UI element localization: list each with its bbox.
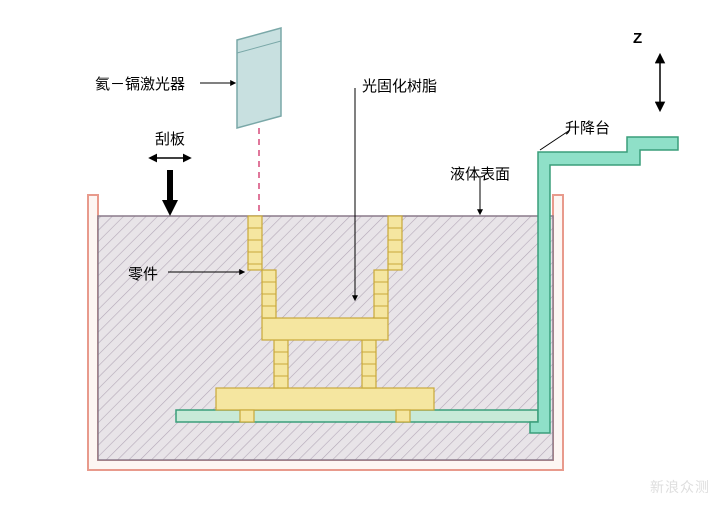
elevator-label: 升降台	[565, 117, 610, 138]
resin-label: 光固化树脂	[362, 75, 437, 96]
part-label: 零件	[128, 263, 158, 284]
build-platform	[176, 410, 538, 422]
scraper-label: 刮板	[155, 128, 185, 149]
watermark: 新浪众测	[650, 477, 710, 497]
scraper-indicator	[150, 158, 190, 216]
laser-label: 氦－镉激光器	[95, 73, 185, 94]
laser-device	[237, 28, 281, 128]
z-axis-label: Z	[633, 30, 642, 47]
liquid-surface-label: 液体表面	[450, 163, 510, 184]
